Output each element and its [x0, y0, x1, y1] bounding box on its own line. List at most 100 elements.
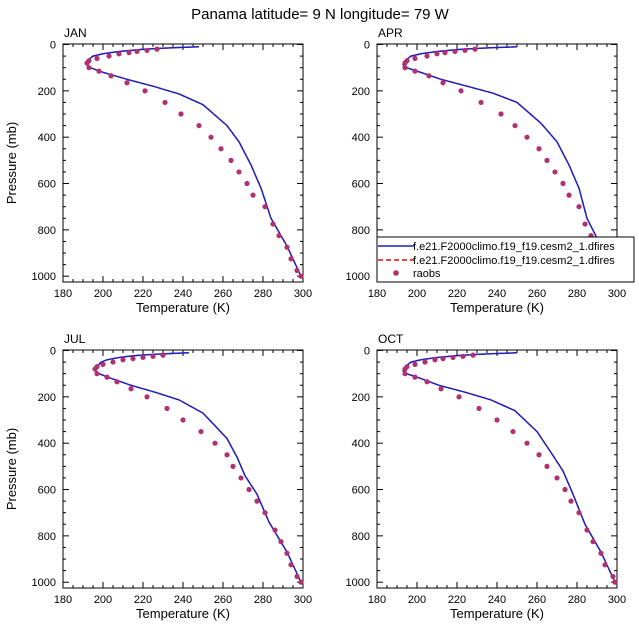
- panel-label: JUL: [64, 332, 86, 346]
- raobs-point: [262, 204, 268, 210]
- y-tick-label: 800: [352, 531, 370, 543]
- raobs-point: [458, 88, 464, 94]
- raobs-point: [544, 157, 550, 163]
- raobs-point: [120, 357, 126, 363]
- raobs-point: [162, 99, 168, 106]
- x-tick-label: 300: [294, 594, 312, 606]
- y-tick-label: 600: [38, 179, 56, 191]
- raobs-point: [298, 273, 304, 279]
- raobs-point: [402, 65, 408, 71]
- y-tick-label: 400: [352, 438, 370, 450]
- raobs-point: [412, 55, 418, 62]
- x-tick-label: 280: [568, 288, 586, 300]
- x-tick-label: 220: [448, 594, 466, 606]
- raobs-point: [272, 527, 278, 533]
- figure-title: Panama latitude= 9 N longitude= 79 W: [191, 6, 450, 23]
- raobs-point: [412, 361, 418, 368]
- x-tick-label: 180: [54, 288, 72, 300]
- legend-label: f.e21.F2000climo.f19_f19.cesm2_1.dfires: [413, 255, 615, 267]
- raobs-point: [298, 579, 304, 585]
- raobs-point: [602, 562, 608, 568]
- raobs-point: [284, 244, 290, 250]
- raobs-point: [524, 440, 530, 446]
- x-tick-label: 180: [54, 594, 72, 606]
- raobs-point: [460, 353, 466, 359]
- y-tick-label: 600: [38, 485, 56, 497]
- raobs-point: [294, 573, 300, 580]
- raobs-point: [160, 352, 166, 358]
- raobs-point: [610, 573, 616, 580]
- raobs-point: [422, 359, 428, 365]
- raobs-point: [124, 80, 130, 86]
- panel-oct: 180 200 220 240 260 280 300 0 200 400 600 800 1000 OC…: [346, 332, 627, 621]
- raobs-point: [470, 352, 476, 358]
- series-model-1-line: [402, 352, 616, 583]
- raobs-point: [478, 99, 484, 106]
- raobs-point: [198, 428, 204, 435]
- series-model-1-line: [86, 46, 302, 277]
- raobs-point: [440, 80, 446, 86]
- raobs-point: [254, 498, 260, 504]
- raobs-point: [554, 475, 560, 481]
- x-tick-label: 300: [608, 288, 626, 300]
- raobs-point: [412, 68, 418, 74]
- raobs-point: [562, 486, 568, 493]
- raobs-point: [116, 51, 122, 57]
- x-tick-label: 220: [448, 288, 466, 300]
- y-tick-label: 0: [364, 346, 370, 358]
- raobs-point: [154, 46, 160, 52]
- raobs-point: [402, 366, 408, 372]
- raobs-point: [94, 371, 100, 377]
- raobs-point: [576, 204, 582, 210]
- x-tick-label: 300: [608, 594, 626, 606]
- y-tick-label: 800: [38, 225, 56, 237]
- raobs-point: [134, 48, 140, 55]
- raobs-point: [142, 88, 148, 94]
- raobs-point: [144, 394, 150, 400]
- y-tick-label: 400: [38, 438, 56, 450]
- y-tick-label: 1000: [32, 271, 56, 283]
- raobs-point: [250, 192, 256, 198]
- raobs-point: [512, 122, 518, 129]
- raobs-point: [582, 221, 588, 227]
- y-tick-label: 400: [38, 132, 56, 144]
- raobs-point: [108, 73, 114, 79]
- x-axis-title: Temperature (K): [450, 300, 544, 315]
- x-tick-label: 260: [528, 594, 546, 606]
- raobs-point: [196, 122, 202, 129]
- y-tick-label: 400: [352, 132, 370, 144]
- y-axis-title: Pressure (mb): [4, 122, 19, 204]
- y-tick-label: 1000: [346, 271, 370, 283]
- raobs-point: [224, 452, 230, 458]
- raobs-point: [246, 486, 252, 493]
- x-tick-label: 260: [214, 288, 232, 300]
- raobs-point: [100, 361, 106, 368]
- y-tick-label: 1000: [346, 577, 370, 589]
- plot-frame: [62, 349, 304, 589]
- raobs-point: [402, 371, 408, 377]
- raobs-point: [536, 146, 542, 152]
- panel-label: JAN: [64, 26, 87, 40]
- raobs-point: [442, 50, 448, 56]
- raobs-point: [92, 366, 98, 372]
- x-tick-label: 220: [134, 288, 152, 300]
- raobs-point: [278, 539, 284, 545]
- series-model-2-line: [94, 352, 302, 583]
- raobs-point: [238, 475, 244, 481]
- series-model-2-line: [402, 352, 616, 583]
- x-tick-label: 180: [368, 288, 386, 300]
- x-tick-label: 200: [94, 288, 112, 300]
- x-tick-label: 200: [408, 594, 426, 606]
- panel-label: OCT: [378, 332, 404, 346]
- y-tick-label: 200: [38, 86, 56, 98]
- raobs-point: [426, 73, 432, 79]
- raobs-point: [498, 111, 504, 117]
- y-tick-label: 800: [38, 531, 56, 543]
- raobs-point: [472, 46, 478, 52]
- raobs-point: [510, 428, 516, 435]
- y-tick-label: 200: [38, 392, 56, 404]
- raobs-point: [96, 68, 102, 74]
- y-tick-label: 200: [352, 86, 370, 98]
- legend: f.e21.F2000climo.f19_f19.cesm2_1.dfiresf…: [376, 236, 635, 283]
- raobs-point: [178, 111, 184, 117]
